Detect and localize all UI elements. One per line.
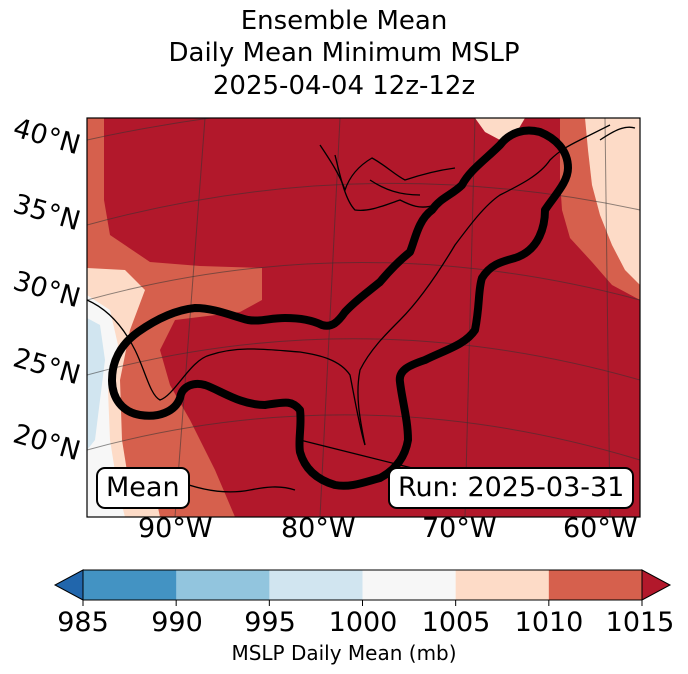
field-salmon-upper-right (585, 118, 640, 285)
field-red-upper-left (87, 118, 262, 517)
cb-tick-1000: 1000 (328, 607, 398, 638)
colorbar-label: MSLP Daily Mean (mb) (231, 641, 457, 665)
title-line-3: 2025-04-04 12z-12z (212, 71, 476, 101)
colorbar-bin-985-990 (83, 570, 177, 600)
title-line-2: Daily Mean Minimum MSLP (168, 38, 520, 68)
field-lightblue-left (87, 318, 105, 450)
graticule (87, 118, 640, 517)
colorbar-bin-1005-1010 (455, 570, 550, 600)
colorbar-over-arrow (641, 569, 672, 601)
colorbar-bin-1010-1015 (548, 570, 643, 600)
cb-tick-990: 990 (151, 607, 203, 638)
title-line-1: Ensemble Mean (240, 6, 448, 36)
colorbar (53, 569, 672, 606)
cb-tick-985: 985 (57, 607, 109, 638)
run-date-label-box: Run: 2025-03-31 (388, 467, 635, 509)
map-frame (86, 117, 641, 518)
colorbar-bin-995-1000 (269, 570, 363, 600)
colorbar-under-arrow (53, 569, 84, 601)
colorbar-bin-1000-1005 (362, 570, 457, 600)
cb-tick-1010: 1010 (514, 607, 584, 638)
colorbar-bin-990-995 (176, 570, 270, 600)
cb-tick-1005: 1005 (421, 607, 491, 638)
lon-label-60w: 60°W (563, 513, 638, 544)
lon-label-70w: 70°W (422, 513, 497, 544)
cb-tick-1015: 1015 (605, 607, 675, 638)
mean-label-box: Mean (96, 467, 190, 509)
lon-label-80w: 80°W (281, 513, 356, 544)
contour-1010 (108, 126, 572, 490)
lon-label-90w: 90°W (138, 513, 213, 544)
cb-tick-995: 995 (244, 607, 296, 638)
coastlines (87, 124, 636, 493)
